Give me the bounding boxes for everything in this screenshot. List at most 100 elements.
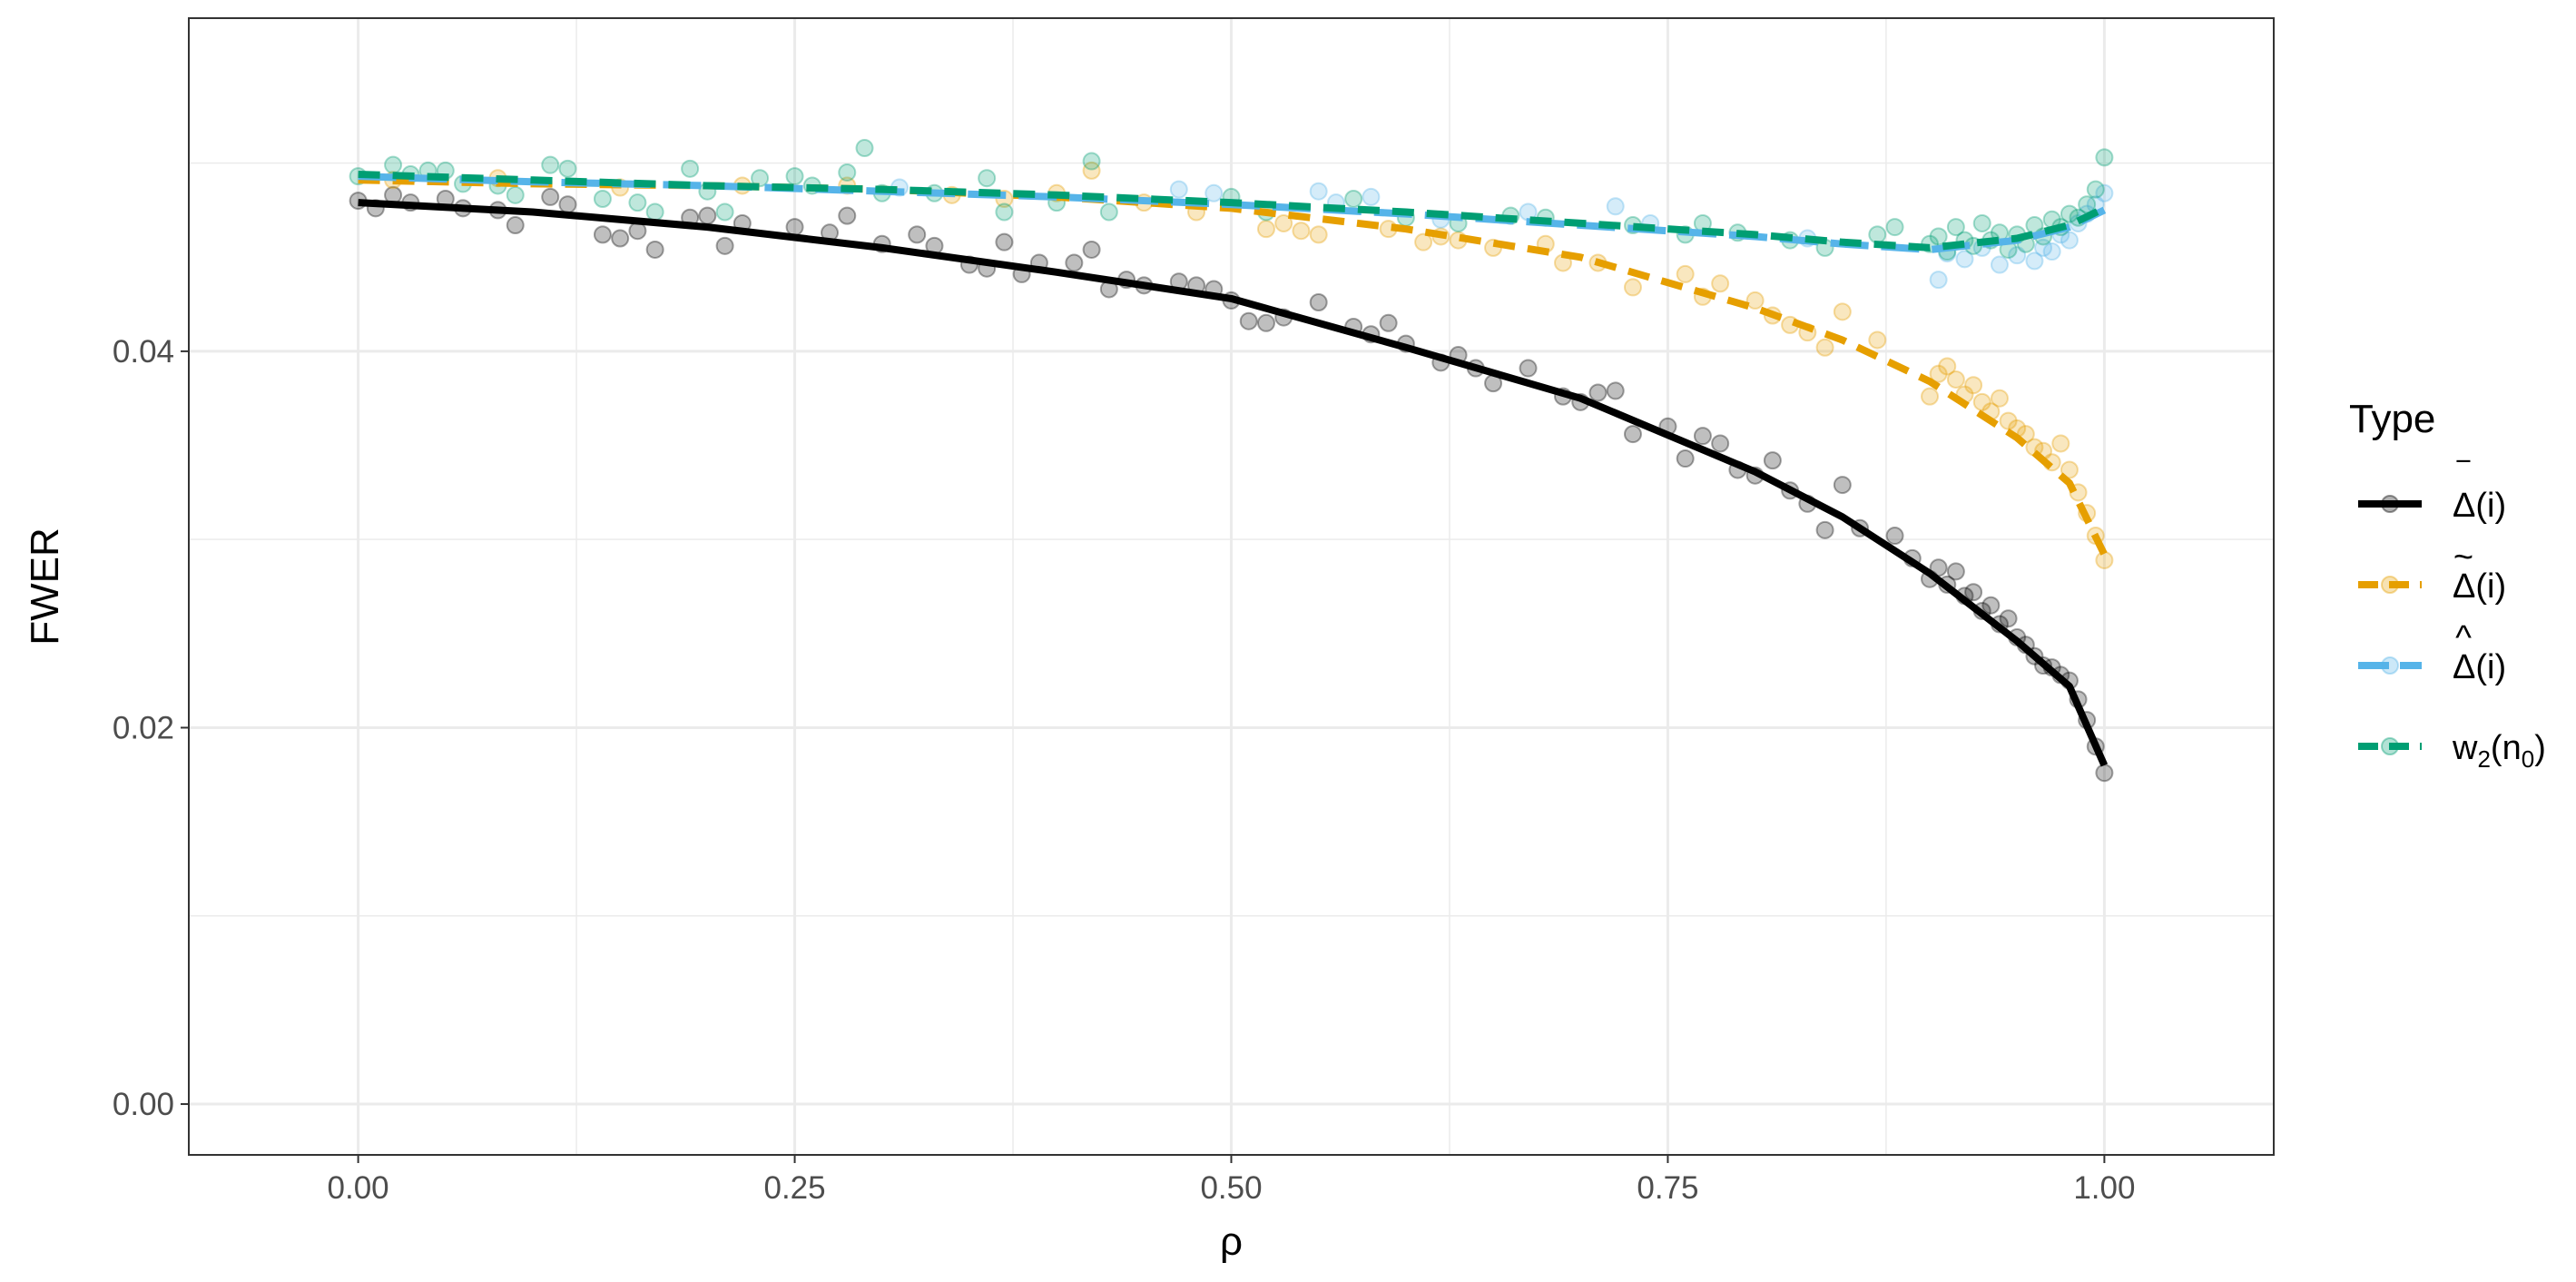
y-tick-label: 0.04: [113, 334, 174, 370]
data-point: [541, 187, 560, 206]
data-point: [558, 159, 577, 178]
legend-label: w2(n0): [2452, 729, 2546, 773]
legend-item: Δ(i)‾: [2358, 458, 2506, 525]
data-point: [1082, 152, 1101, 171]
axes: 0.00 0.25 0.50 0.75 1.00 0.00 0.02 0.04: [113, 334, 2136, 1206]
data-point: [1815, 520, 1834, 539]
data-point: [541, 155, 560, 174]
data-point: [1676, 449, 1695, 468]
data-point: [2095, 183, 2114, 202]
data-point: [908, 225, 927, 244]
data-point: [1256, 313, 1275, 332]
data-point: [628, 193, 647, 212]
legend-key-point: [2381, 737, 2399, 755]
x-tick-label: 0.50: [1200, 1170, 1262, 1206]
data-point: [2095, 764, 2114, 783]
data-point: [1099, 202, 1118, 222]
data-point: [838, 206, 857, 225]
x-tick-label: 1.00: [2073, 1170, 2135, 1206]
data-point: [785, 218, 804, 237]
data-point: [995, 202, 1014, 222]
data-point: [681, 159, 700, 178]
series-line: [358, 199, 2109, 767]
data-point: [785, 167, 804, 186]
data-point: [1711, 274, 1730, 293]
data-point: [1239, 311, 1258, 330]
legend-label-accent: ~: [2453, 538, 2473, 577]
legend-label-accent: ‾: [2456, 458, 2471, 496]
y-axis-title: FWER: [23, 528, 67, 646]
legend-label: Δ(i): [2453, 487, 2506, 525]
y-tick-label: 0.00: [113, 1087, 174, 1122]
data-point: [1929, 227, 1948, 246]
data-point: [1929, 364, 1948, 383]
data-point: [2051, 434, 2070, 453]
data-point: [1082, 240, 1101, 259]
data-point: [593, 225, 612, 244]
data-point: [1309, 182, 1328, 201]
data-point: [1946, 562, 1965, 581]
data-point: [698, 206, 717, 225]
data-point: [1763, 451, 1782, 470]
data-point: [645, 202, 664, 222]
data-point: [558, 195, 577, 214]
data-point: [1955, 250, 1974, 269]
data-point: [1946, 370, 1965, 389]
data-point: [1693, 427, 1712, 446]
data-point: [751, 169, 770, 188]
data-point: [1885, 218, 1904, 237]
series-layer: [349, 139, 2114, 783]
legend-key-point: [2381, 576, 2399, 594]
legend-item: w2(n0): [2358, 729, 2546, 773]
data-point: [1868, 330, 1887, 350]
data-point: [1379, 313, 1398, 332]
data-point: [1065, 253, 1084, 272]
legend-title: Type: [2349, 397, 2435, 441]
data-point: [2060, 460, 2079, 479]
data-point: [1946, 218, 1965, 237]
legend-label: Δ(i): [2453, 648, 2506, 686]
data-point: [1964, 583, 1983, 602]
data-point: [1519, 359, 1538, 378]
data-point: [506, 216, 525, 235]
data-point: [1274, 213, 1293, 232]
legend-key-point: [2381, 656, 2399, 675]
legend-item: Δ(i)^: [2358, 619, 2506, 686]
data-point: [1309, 225, 1328, 244]
data-point: [1929, 271, 1948, 290]
data-point: [1256, 220, 1275, 239]
data-point: [855, 139, 874, 158]
legend-item: Δ(i)~: [2358, 538, 2506, 606]
data-point: [1204, 183, 1224, 202]
data-point: [2025, 251, 2044, 271]
data-point: [1990, 389, 2009, 408]
data-point: [1676, 264, 1695, 283]
data-point: [1344, 189, 1363, 208]
legend-label: Δ(i): [2453, 567, 2506, 606]
series-line: [358, 173, 2107, 253]
data-point: [1868, 225, 1887, 244]
data-point: [2042, 242, 2061, 261]
data-point: [1999, 411, 2018, 430]
data-point: [1309, 293, 1328, 311]
data-point: [1292, 222, 1311, 241]
data-point: [1990, 255, 2009, 274]
data-point: [2008, 246, 2027, 265]
data-point: [1885, 527, 1904, 546]
data-point: [1623, 278, 1642, 297]
data-point: [1999, 609, 2018, 628]
data-point: [2034, 238, 2053, 257]
data-point: [1833, 302, 1852, 321]
data-point: [995, 232, 1014, 251]
data-point: [1711, 434, 1730, 453]
x-tick-label: 0.75: [1637, 1170, 1698, 1206]
data-point: [1833, 476, 1852, 495]
data-point: [1623, 425, 1642, 444]
data-point: [2060, 204, 2079, 223]
data-point: [978, 169, 997, 188]
data-point: [1964, 376, 1983, 395]
data-point: [611, 229, 630, 248]
x-axis-title: ρ: [1220, 1219, 1243, 1264]
